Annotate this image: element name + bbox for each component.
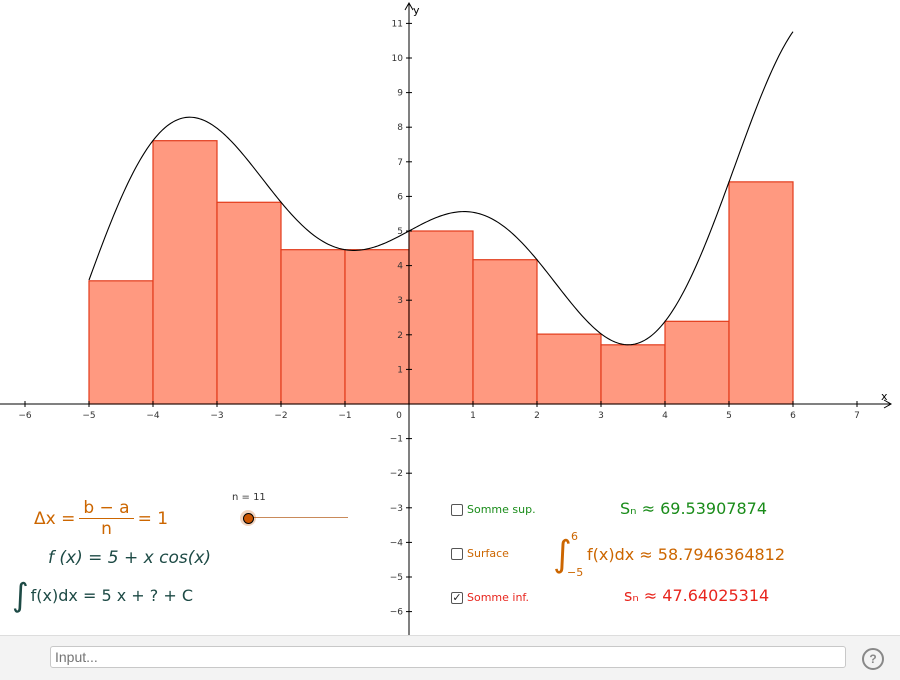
y-tick-label: 9 <box>397 89 403 99</box>
y-tick-label: −3 <box>390 504 403 514</box>
y-axis-label: y <box>413 4 420 17</box>
checkbox-box[interactable] <box>451 547 463 560</box>
integral-lower-bound: −5 <box>567 566 584 579</box>
y-tick-label: 8 <box>397 123 403 133</box>
delta-x-lhs: Δx = <box>34 508 76 529</box>
y-tick-label: 7 <box>397 158 403 168</box>
checkbox-box[interactable]: ✓ <box>451 591 463 604</box>
riemann-bar-6 <box>472 259 538 405</box>
input-bar <box>0 635 900 680</box>
checkbox-surface[interactable]: Surface <box>451 547 509 560</box>
function-definition[interactable]: f (x) = 5 + x cos(x) <box>48 548 212 568</box>
y-tick-label: 5 <box>397 227 403 237</box>
y-tick-label: −2 <box>390 469 403 479</box>
x-tick-label: 4 <box>662 411 668 421</box>
x-tick-label: −6 <box>18 411 32 421</box>
riemann-bar-8 <box>600 344 666 405</box>
integral-upper-bound: 6 <box>571 530 578 543</box>
help-icon[interactable]: ? <box>862 648 884 670</box>
riemann-bar-10 <box>728 181 794 405</box>
x-tick-label: 2 <box>534 411 540 421</box>
x-tick-label: 1 <box>470 411 476 421</box>
delta-x-formula: Δx = b − a n = 1 <box>34 498 168 539</box>
graphics-view[interactable]: x y −6 −5 −4 −3 −2 −1 0 1 2 3 4 5 6 7 11 10 9 8 7 6 5 4 3 2 1 −1 −2 −… <box>0 0 900 635</box>
checkbox-label[interactable]: Surface <box>467 547 509 560</box>
slider-point[interactable] <box>243 513 254 524</box>
antiderivative-text: f(x)dx = 5 x + ? + C <box>30 585 194 605</box>
graph-canvas[interactable]: x y −6 −5 −4 −3 −2 −1 0 1 2 3 4 5 6 7 11 10 9 8 7 6 5 4 3 2 1 −1 −2 −… <box>0 0 900 635</box>
x-tick-label: 0 <box>396 411 402 421</box>
riemann-bar-1 <box>152 140 218 405</box>
x-tick-label: −5 <box>82 411 95 421</box>
y-tick-label: −4 <box>390 538 404 548</box>
y-tick-label: −1 <box>390 435 403 445</box>
slider-track[interactable] <box>248 517 348 518</box>
riemann-bar-0 <box>88 280 154 405</box>
x-axis-arrow <box>883 399 893 409</box>
riemann-bar-7 <box>536 333 602 405</box>
y-tick-label: 11 <box>392 19 403 29</box>
y-tick-label: 4 <box>397 262 403 272</box>
riemann-bar-3 <box>280 249 346 405</box>
x-tick-label: 3 <box>598 411 604 421</box>
y-tick-label: 6 <box>397 192 403 202</box>
delta-x-rhs: = 1 <box>137 508 169 529</box>
x-tick-label: 7 <box>854 411 860 421</box>
x-tick-label: 5 <box>726 411 732 421</box>
riemann-bar-2 <box>216 201 282 405</box>
fraction-denominator: n <box>101 519 112 539</box>
checkbox-upper-sum[interactable]: Somme sup. <box>451 503 536 516</box>
integral-sign: ∫ <box>12 576 29 614</box>
checkbox-label[interactable]: Somme inf. <box>467 591 530 604</box>
antiderivative-formula: ∫ f(x)dx = 5 x + ? + C <box>12 578 193 612</box>
y-tick-label: 3 <box>397 296 403 306</box>
function-curve <box>88 31 794 346</box>
y-tick-label: −6 <box>390 608 404 618</box>
lower-sum-value: sₙ ≈ 47.64025314 <box>624 586 770 605</box>
x-tick-label: −2 <box>274 411 287 421</box>
upper-sum-value: Sₙ ≈ 69.53907874 <box>620 499 767 518</box>
fraction-numerator: b − a <box>79 498 134 519</box>
riemann-bar-4 <box>344 249 410 405</box>
slider-label: n = 11 <box>232 492 266 503</box>
checkbox-box[interactable] <box>451 503 463 516</box>
riemann-bar-9 <box>664 320 730 405</box>
x-tick-label: 6 <box>790 411 796 421</box>
y-tick-label: −5 <box>390 573 403 583</box>
integral-value: f(x)dx ≈ 58.7946364812 <box>587 545 786 564</box>
x-axis-label: x <box>881 390 888 403</box>
x-tick-label: −4 <box>146 411 160 421</box>
x-tick-label: −3 <box>210 411 223 421</box>
checkbox-lower-sum[interactable]: ✓ Somme inf. <box>451 591 529 604</box>
y-tick-label: 1 <box>397 365 403 375</box>
y-axis-arrow <box>404 1 414 11</box>
delta-x-fraction: b − a n <box>79 498 134 539</box>
x-tick-label: −1 <box>338 411 351 421</box>
riemann-bar-5 <box>408 230 474 405</box>
y-tick-label: 10 <box>392 54 404 64</box>
checkbox-label[interactable]: Somme sup. <box>467 503 536 516</box>
y-tick-label: 2 <box>397 331 403 341</box>
result-integral-sign: ∫ <box>553 534 572 575</box>
input-field[interactable] <box>50 646 846 668</box>
